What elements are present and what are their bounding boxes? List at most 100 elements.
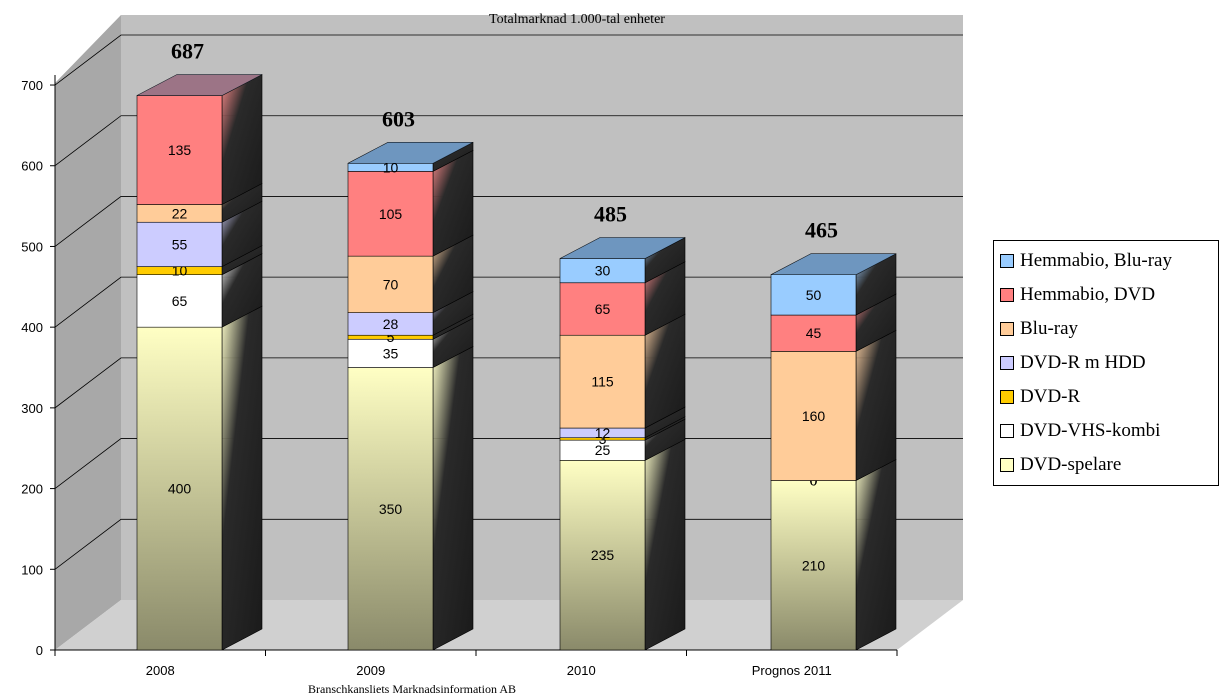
data-label: 50 xyxy=(806,287,822,303)
bar-segment xyxy=(559,460,646,651)
bar-segment-side xyxy=(432,346,474,651)
y-tick-label: 400 xyxy=(21,320,43,335)
legend-label: DVD-VHS-kombi xyxy=(1020,420,1161,441)
bar-segment-side xyxy=(855,459,897,651)
data-label: 400 xyxy=(168,481,192,497)
total-label: 687 xyxy=(171,39,204,64)
legend-swatch xyxy=(1000,458,1014,472)
bar-segment xyxy=(347,255,434,313)
bar-segment xyxy=(770,274,857,316)
data-label: 350 xyxy=(379,501,403,517)
side-wall xyxy=(55,15,121,650)
legend-swatch xyxy=(1000,356,1014,370)
legend-swatch xyxy=(1000,322,1014,336)
x-tick-label: 2010 xyxy=(567,663,596,678)
back-wall xyxy=(121,15,963,600)
chart-walls xyxy=(55,15,963,650)
bar-segment xyxy=(136,221,223,267)
data-label: 55 xyxy=(172,236,188,252)
legend-item: DVD-R m HDD xyxy=(1000,346,1212,380)
bar-segment xyxy=(347,338,434,368)
chart-title: Totalmarknad 1.000-tal enheter xyxy=(489,12,665,27)
legend-label: Blu-ray xyxy=(1020,318,1079,339)
total-label: 485 xyxy=(594,202,627,227)
data-label: 28 xyxy=(383,316,399,332)
bar-segment-side xyxy=(644,438,686,651)
chart-caption: Branschkansliets Marknadsinformation AB xyxy=(308,682,516,696)
total-label: 603 xyxy=(382,106,415,131)
bar-segment xyxy=(559,282,646,336)
data-label: 45 xyxy=(806,325,822,341)
bar-segment xyxy=(770,351,857,481)
data-label: 0 xyxy=(810,473,818,490)
data-label: 210 xyxy=(802,557,826,573)
legend-item: DVD-spelare xyxy=(1000,448,1212,482)
legend-item: Hemmabio, DVD xyxy=(1000,278,1212,312)
legend-swatch xyxy=(1000,390,1014,404)
legend-item: DVD-R xyxy=(1000,380,1212,414)
data-label: 65 xyxy=(172,293,188,309)
y-tick-label: 500 xyxy=(21,239,43,254)
bar-segment-side xyxy=(221,305,263,651)
legend-label: Hemmabio, DVD xyxy=(1020,284,1156,305)
y-tick-label: 0 xyxy=(36,643,43,658)
gridline xyxy=(54,115,963,167)
data-label: 135 xyxy=(168,142,192,158)
floor xyxy=(55,600,963,650)
y-tick-label: 600 xyxy=(21,159,43,174)
bar-segment xyxy=(770,480,857,651)
bar-segment xyxy=(136,274,223,328)
x-tick-label: Prognos 2011 xyxy=(752,663,832,678)
legend-label: Hemmabio, Blu-ray xyxy=(1020,250,1172,271)
bar-segment-side xyxy=(855,329,897,482)
x-tick-label: 2009 xyxy=(356,663,385,678)
bar-segment xyxy=(136,326,223,651)
bar-segment-side xyxy=(221,74,263,205)
bar-top-shade xyxy=(137,74,262,96)
data-label: 70 xyxy=(383,276,399,292)
legend-label: DVD-spelare xyxy=(1020,454,1122,475)
gridline xyxy=(54,196,963,247)
data-label: 35 xyxy=(383,345,399,361)
data-label: 5 xyxy=(387,329,395,345)
y-tick-label: 200 xyxy=(21,482,43,497)
data-label: 10 xyxy=(383,159,399,175)
y-tick-label: 700 xyxy=(21,78,43,93)
data-label: 105 xyxy=(379,206,403,222)
data-label: 65 xyxy=(595,301,611,317)
bar-segment xyxy=(559,258,646,284)
bar-segment xyxy=(770,314,857,352)
data-label: 3 xyxy=(599,431,607,447)
legend-item: DVD-VHS-kombi xyxy=(1000,414,1212,448)
data-label: 25 xyxy=(595,442,611,458)
legend: Hemmabio, Blu-ray Hemmabio, DVD Blu-ray DVD… xyxy=(993,240,1219,486)
x-tick-label: 2008 xyxy=(146,663,175,678)
bars: 4006510552213535035528701051023525312115… xyxy=(136,74,897,651)
legend-label: DVD-R m HDD xyxy=(1020,352,1146,373)
y-tick-label: 300 xyxy=(21,401,43,416)
legend-swatch xyxy=(1000,424,1014,438)
data-label: 12 xyxy=(595,425,611,441)
bar-top-shade xyxy=(771,253,896,275)
legend-item: Hemmabio, Blu-ray xyxy=(1000,244,1212,278)
data-label: 235 xyxy=(591,547,615,563)
bar-segment xyxy=(347,171,434,257)
legend-label: DVD-R xyxy=(1020,386,1081,407)
data-label: 0 xyxy=(810,473,818,490)
data-label: 30 xyxy=(595,263,611,279)
total-labels: 687 603 485 465 xyxy=(171,39,838,243)
bar-segment xyxy=(136,95,223,205)
gridline xyxy=(54,34,963,86)
y-tick-label: 100 xyxy=(21,562,43,577)
legend-swatch xyxy=(1000,254,1014,268)
data-label: 115 xyxy=(591,374,614,390)
total-label: 465 xyxy=(805,218,838,243)
legend-swatch xyxy=(1000,288,1014,302)
data-label: 22 xyxy=(172,205,188,221)
legend-item: Blu-ray xyxy=(1000,312,1212,346)
bar-top-shade xyxy=(560,237,685,259)
bar-top-shade xyxy=(348,142,473,164)
data-label: 160 xyxy=(802,408,826,424)
